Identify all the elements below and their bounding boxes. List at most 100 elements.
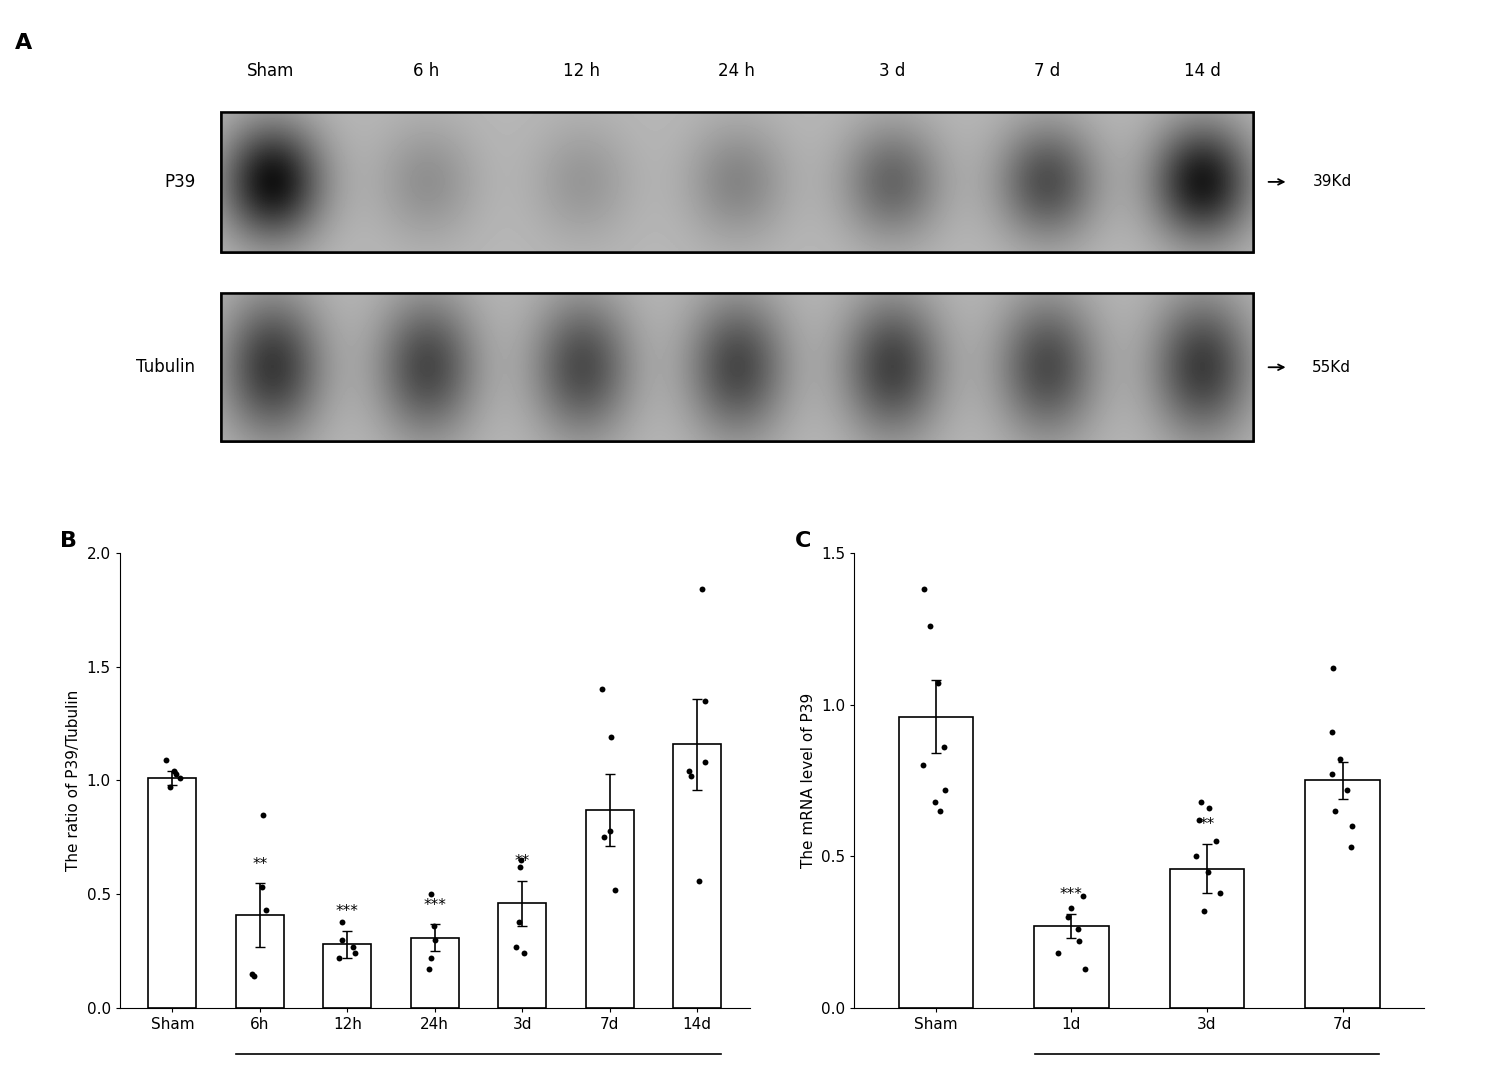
Bar [235,915,283,1008]
Text: ***: *** [1060,887,1082,902]
Point [154,751,178,769]
Text: Tubulin: Tubulin [136,358,195,376]
Point [911,757,935,774]
Point [330,931,354,948]
Text: B: B [60,531,76,551]
Point [252,806,276,824]
Point [1066,920,1090,938]
Point [421,917,445,934]
Point [603,881,627,899]
Text: 24 h: 24 h [718,63,755,80]
Bar [220,293,1253,441]
Point [1334,780,1358,798]
Point [1192,902,1216,919]
Point [417,960,441,978]
Point [1072,887,1096,904]
Point [1060,900,1084,917]
Point [1340,817,1364,835]
Point [678,763,702,780]
Bar [898,717,973,1008]
Y-axis label: The ratio of P39/Tubulin: The ratio of P39/Tubulin [66,689,81,872]
Point [241,968,265,985]
Point [1319,723,1343,740]
Text: 14 d: 14 d [1184,63,1222,80]
Point [1328,750,1352,767]
Point [598,822,622,839]
Text: ***: *** [423,898,447,913]
Point [592,828,616,846]
Point [168,770,192,787]
Point [1339,839,1363,856]
Point [165,765,189,783]
Point [1204,833,1228,850]
Point [928,802,952,820]
Point [1046,945,1070,963]
Text: 55Kd: 55Kd [1312,360,1351,375]
Text: A: A [15,33,33,52]
Point [693,693,717,710]
Point [162,763,186,780]
Text: P39: P39 [165,172,195,191]
Bar [498,903,546,1008]
Point [250,879,274,896]
Text: 7 d: 7 d [1034,63,1061,80]
Text: Sham: Sham [247,63,295,80]
Text: 3 d: 3 d [878,63,905,80]
Point [1189,793,1213,811]
Point [1187,811,1211,828]
Bar [586,810,634,1008]
Point [932,738,956,756]
Bar [220,112,1253,251]
Point [1067,932,1091,950]
Point [1196,799,1220,816]
Point [925,674,949,692]
Text: ***: *** [336,904,358,919]
Bar [324,944,372,1008]
Text: **: ** [252,856,267,872]
Point [687,872,711,889]
Point [1208,885,1232,902]
Point [1324,802,1348,820]
Bar [1169,868,1244,1008]
Point [327,950,351,967]
Bar [1306,780,1381,1008]
Point [159,778,183,796]
Point [420,886,444,903]
Point [691,581,715,598]
Point [919,617,943,634]
Bar [673,744,721,1008]
Point [1321,659,1345,676]
Point [1073,960,1097,978]
Point [343,945,367,963]
Point [342,938,366,955]
Point [911,581,935,598]
Point [923,793,947,811]
Point [510,852,534,869]
Point [420,950,444,967]
Point [1184,848,1208,865]
Point [1196,863,1220,880]
Point [504,938,528,955]
Bar [1034,926,1109,1008]
Text: 12 h: 12 h [564,63,600,80]
Point [423,931,447,948]
Point [507,913,531,930]
Text: 6 h: 6 h [414,63,439,80]
Text: **: ** [1199,817,1214,833]
Point [600,728,624,746]
Point [240,965,264,982]
Point [330,913,354,930]
Text: **: ** [514,854,529,869]
Bar [148,778,196,1008]
Point [1319,765,1343,783]
Point [679,767,703,785]
Point [932,780,956,798]
Point [508,859,532,876]
Text: 39Kd: 39Kd [1312,175,1352,190]
Y-axis label: The mRNA level of P39: The mRNA level of P39 [800,693,815,868]
Bar [220,293,1253,441]
Point [693,753,717,771]
Point [255,902,279,919]
Bar [220,112,1253,251]
Bar [411,938,459,1008]
